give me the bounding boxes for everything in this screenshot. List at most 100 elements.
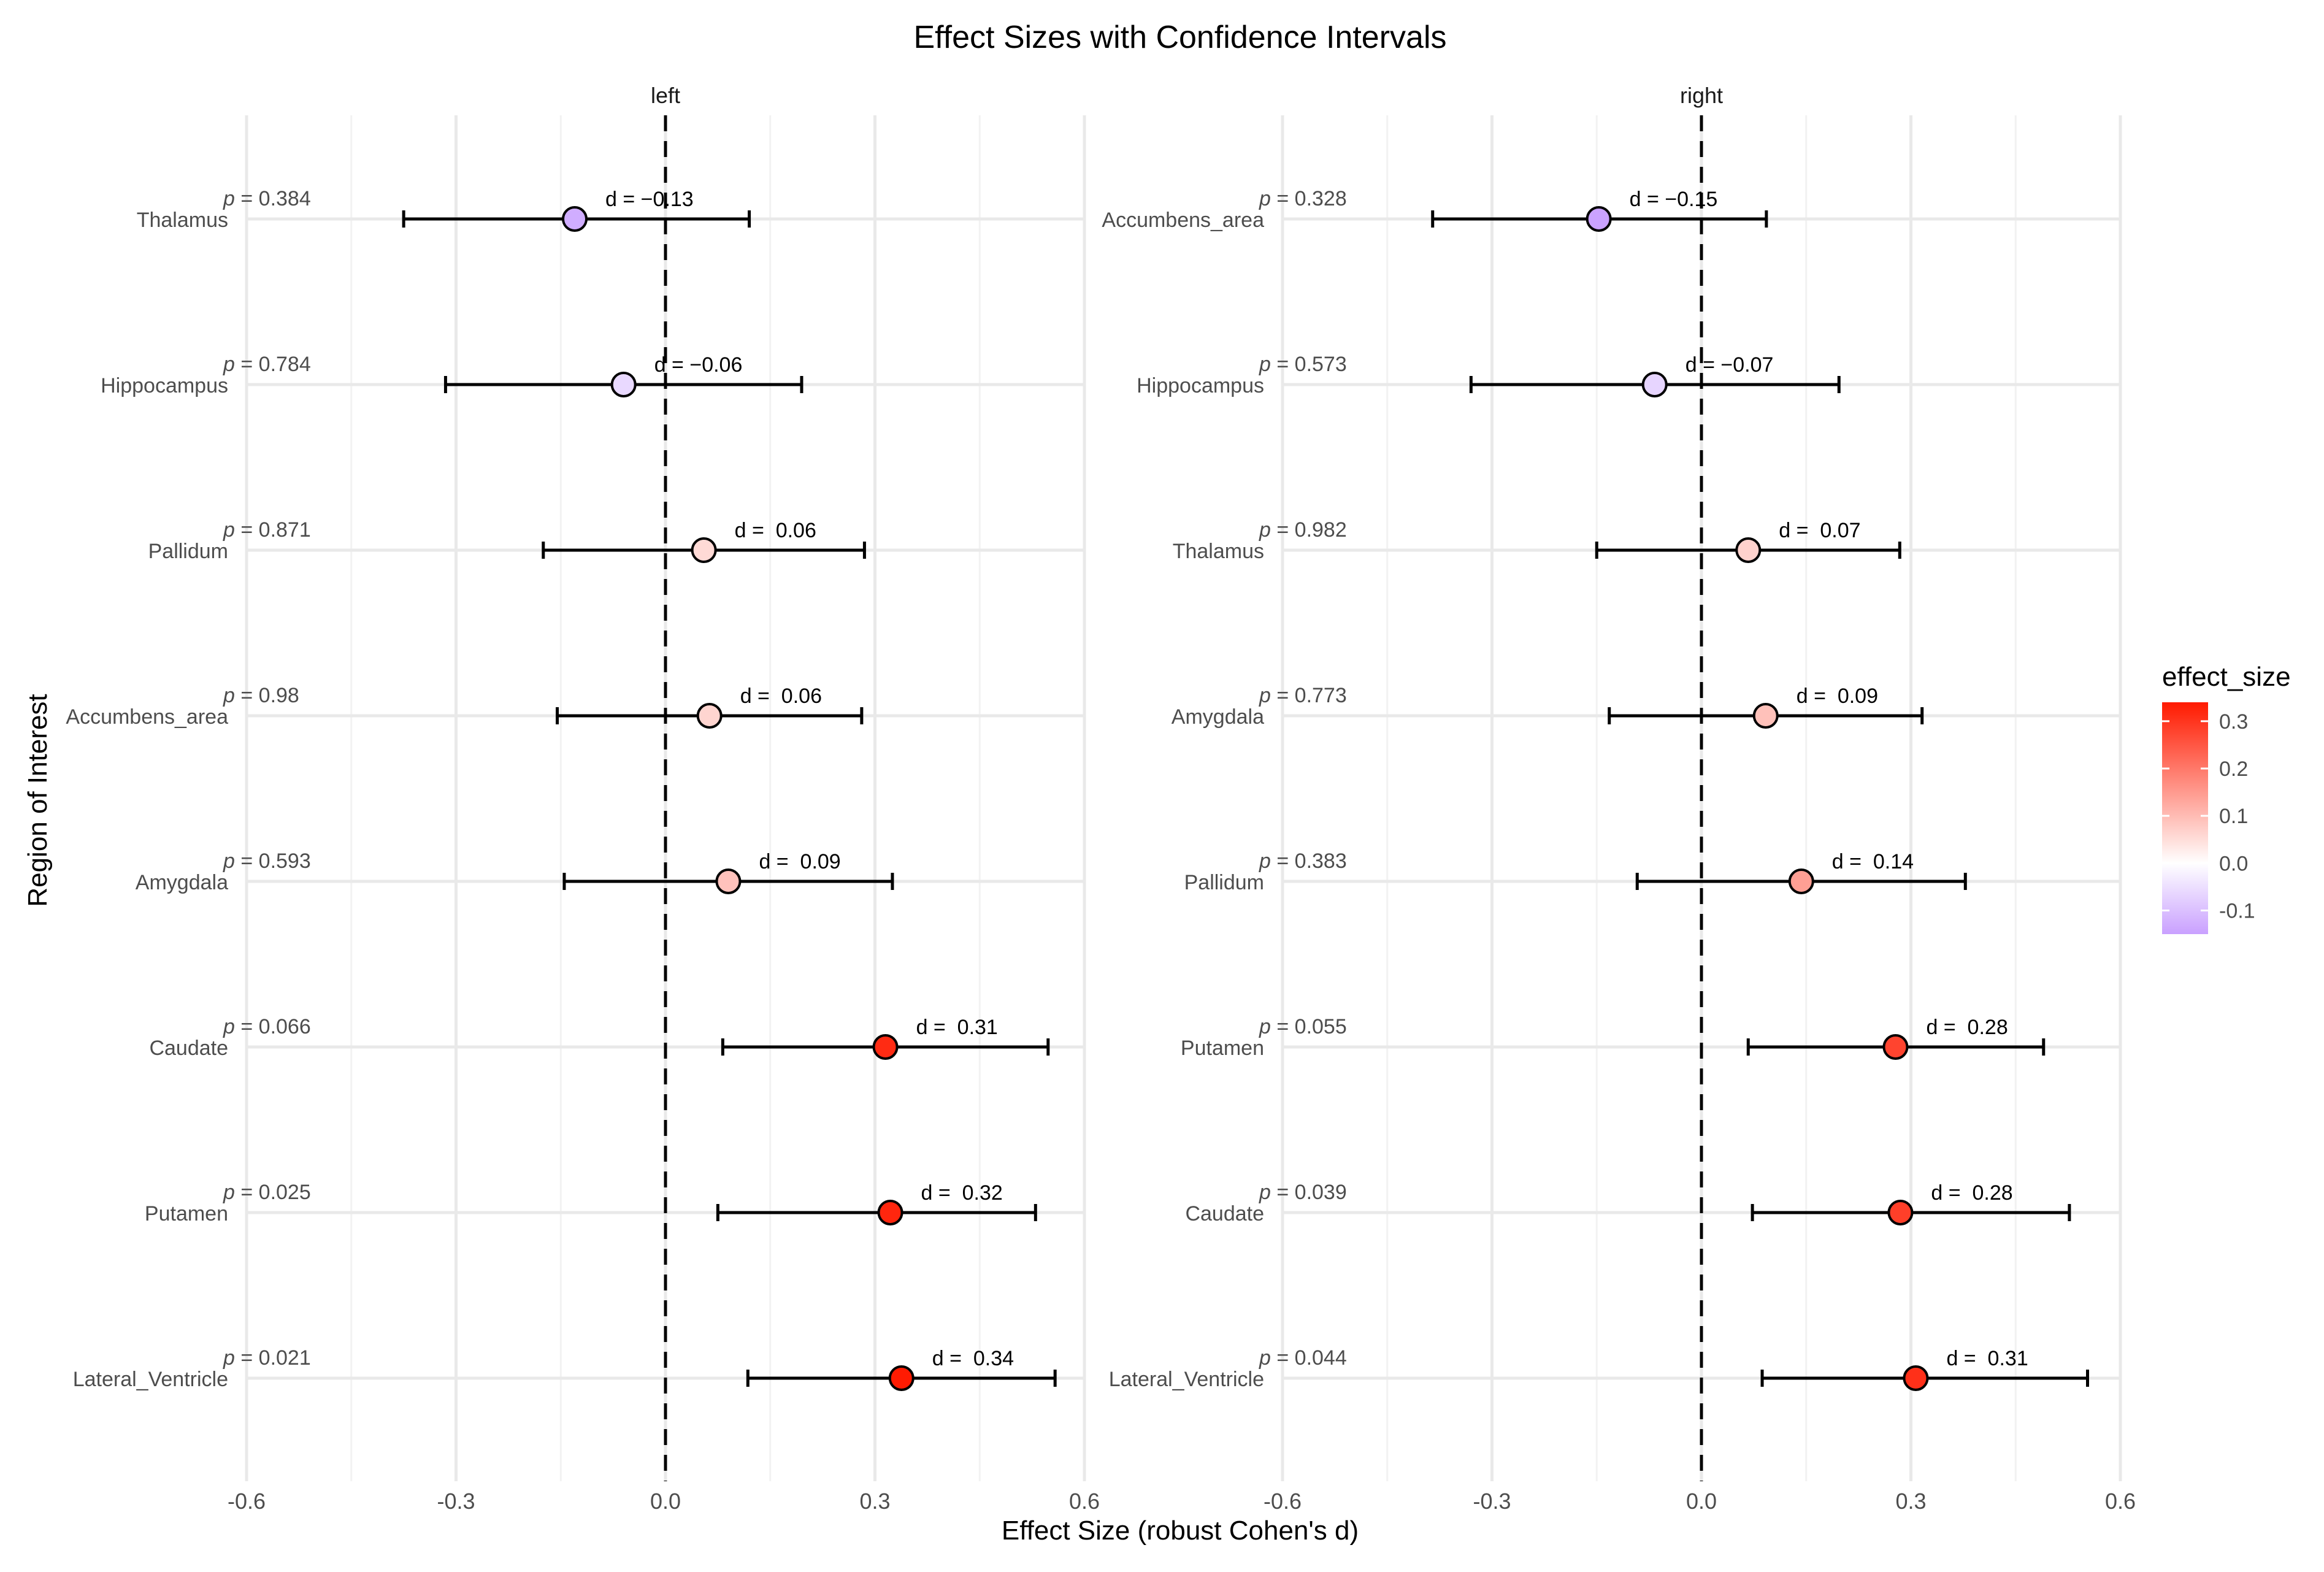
d-value-label: d = 0.34 <box>932 1347 1014 1370</box>
p-value: = 0.044 <box>1271 1346 1347 1370</box>
legend-tick-label: 0.3 <box>2219 710 2248 734</box>
legend-tick-label: 0.2 <box>2219 757 2248 781</box>
effect-point <box>1903 1365 1929 1391</box>
p-value-label: p = 0.98 <box>223 684 299 707</box>
p-symbol: p <box>1259 353 1271 376</box>
d-value-label: d = 0.31 <box>916 1016 998 1039</box>
p-symbol: p <box>1259 1346 1271 1370</box>
p-value-label: p = 0.328 <box>1259 187 1347 210</box>
p-value: = 0.593 <box>235 849 311 873</box>
effect-point <box>1882 1034 1909 1060</box>
p-value: = 0.066 <box>235 1015 311 1038</box>
x-tick-label: 0.3 <box>859 1489 890 1514</box>
p-value-label: p = 0.982 <box>1259 518 1347 542</box>
effect-point <box>872 1034 899 1060</box>
p-value: = 0.328 <box>1271 187 1347 210</box>
region-label: Caudate <box>1185 1202 1264 1225</box>
p-symbol: p <box>223 684 235 707</box>
region-label: Thalamus <box>1173 540 1264 563</box>
d-value-label: d = 0.31 <box>1946 1347 2028 1370</box>
d-value-label: d = 0.09 <box>1797 684 1878 708</box>
d-value-label: d = 0.28 <box>1926 1016 2008 1039</box>
effect-point <box>715 868 742 894</box>
legend-colorbar <box>2162 702 2208 934</box>
p-value: = 0.98 <box>235 684 299 707</box>
effect-point <box>877 1200 903 1225</box>
p-value: = 0.773 <box>1271 684 1347 707</box>
d-value-label: d = 0.06 <box>735 519 816 542</box>
effect-point <box>610 372 637 397</box>
p-symbol: p <box>1259 518 1271 542</box>
p-value-label: p = 0.055 <box>1259 1015 1347 1038</box>
effect-point <box>1887 1200 1914 1225</box>
legend-tick-label: 0.0 <box>2219 852 2248 875</box>
p-value: = 0.784 <box>235 353 311 376</box>
p-symbol: p <box>223 1346 235 1370</box>
region-label: Hippocampus <box>101 374 228 397</box>
effect-point <box>1641 372 1668 397</box>
legend-tick-label: 0.1 <box>2219 805 2248 828</box>
d-value-label: d = −0.07 <box>1685 353 1774 377</box>
x-tick-label: 0.6 <box>2105 1489 2136 1514</box>
x-tick-label: -0.3 <box>1473 1489 1511 1514</box>
region-label: Pallidum <box>148 540 228 563</box>
d-value-label: d = 0.07 <box>1779 519 1860 542</box>
p-symbol: p <box>1259 187 1271 210</box>
region-label: Putamen <box>1181 1037 1264 1060</box>
effect-point <box>1788 868 1814 894</box>
effect-point <box>562 206 588 232</box>
p-symbol: p <box>1259 1181 1271 1204</box>
p-symbol: p <box>1259 1015 1271 1038</box>
p-symbol: p <box>1259 684 1271 707</box>
region-label: Pallidum <box>1184 871 1264 894</box>
p-symbol: p <box>223 1015 235 1038</box>
effect-point <box>691 537 717 563</box>
d-value-label: d = −0.06 <box>654 353 743 377</box>
panel-strip-label: left <box>651 83 680 108</box>
region-label: Accumbens_area <box>66 705 228 729</box>
x-tick-label: 0.6 <box>1069 1489 1100 1514</box>
effect-point <box>696 703 723 729</box>
region-label: Hippocampus <box>1137 374 1264 397</box>
p-value-label: p = 0.021 <box>223 1346 311 1370</box>
p-value: = 0.384 <box>235 187 311 210</box>
region-label: Accumbens_area <box>1102 209 1264 232</box>
p-value-label: p = 0.384 <box>223 187 311 210</box>
effect-point <box>888 1365 915 1391</box>
panel-strip-label: right <box>1680 83 1723 108</box>
p-symbol: p <box>1259 849 1271 873</box>
p-value-label: p = 0.784 <box>223 353 311 376</box>
x-tick-label: 0.3 <box>1895 1489 1926 1514</box>
x-axis-title: Effect Size (robust Cohen's d) <box>1002 1516 1359 1546</box>
p-value: = 0.982 <box>1271 518 1347 542</box>
region-label: Amygdala <box>1172 705 1264 729</box>
p-symbol: p <box>223 187 235 210</box>
d-value-label: d = −0.15 <box>1630 188 1718 211</box>
legend-title: effect_size <box>2162 662 2291 692</box>
p-value-label: p = 0.593 <box>223 849 311 873</box>
p-value-label: p = 0.025 <box>223 1181 311 1204</box>
effect-point <box>1735 537 1762 563</box>
p-value-label: p = 0.871 <box>223 518 311 542</box>
p-symbol: p <box>223 1181 235 1204</box>
legend-ticks: 0.3 0.2 0.1 0.0 -0.1 <box>2162 710 2255 922</box>
p-symbol: p <box>223 353 235 376</box>
p-value-label: p = 0.044 <box>1259 1346 1347 1370</box>
p-symbol: p <box>223 518 235 542</box>
region-label: Amygdala <box>136 871 228 894</box>
x-tick-label: -0.3 <box>437 1489 475 1514</box>
d-value-label: d = 0.32 <box>921 1181 1003 1205</box>
d-value-label: d = −0.13 <box>605 188 694 211</box>
x-tick-label: -0.6 <box>228 1489 266 1514</box>
effect-point <box>1586 206 1612 232</box>
